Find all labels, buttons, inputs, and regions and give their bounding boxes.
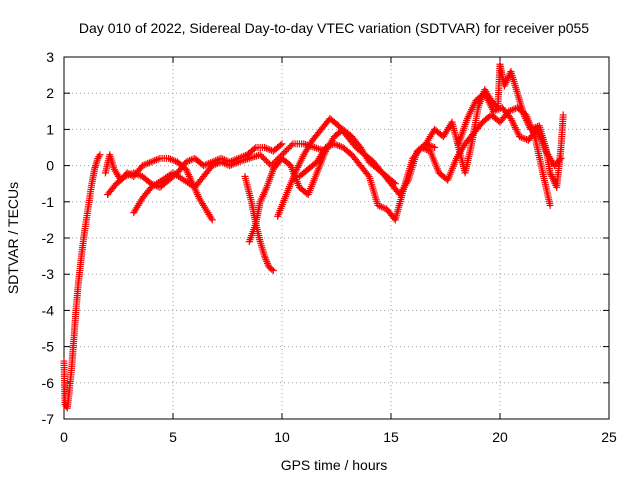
data-point-marker — [281, 148, 289, 156]
y-tick-label: 2 — [46, 85, 54, 101]
data-point-marker — [208, 216, 216, 224]
data-point-marker — [546, 201, 554, 209]
y-tick-label: -3 — [42, 266, 55, 282]
data-point-marker — [284, 145, 292, 153]
y-tick-label: -6 — [42, 375, 55, 391]
data-point-marker — [556, 156, 564, 164]
x-tick-label: 25 — [601, 429, 617, 445]
data-point-marker — [364, 171, 372, 179]
data-series — [455, 89, 565, 170]
chart-title: Day 010 of 2022, Sidereal Day-to-day VTE… — [79, 20, 589, 36]
y-tick-label: 1 — [46, 121, 54, 137]
data-point-marker — [264, 158, 272, 166]
data-point-marker — [283, 146, 291, 154]
axis-ticks — [63, 56, 610, 420]
data-point-marker — [258, 152, 266, 160]
data-point-marker — [256, 151, 264, 159]
data-point-marker — [269, 267, 277, 275]
data-point-marker — [287, 141, 295, 149]
data-point-marker — [96, 151, 104, 159]
x-tick-label: 10 — [274, 429, 290, 445]
data-point-marker — [262, 157, 270, 165]
data-point-marker — [259, 154, 267, 162]
data-point-marker — [277, 141, 285, 149]
data-point-marker — [431, 144, 439, 151]
y-axis-label: SDTVAR / TECUs — [5, 182, 21, 294]
data-point-marker — [250, 145, 258, 153]
data-series — [241, 172, 277, 275]
y-tick-label: -2 — [42, 230, 55, 246]
x-axis-label: GPS time / hours — [281, 457, 388, 473]
tick-labels: 0 5 10 15 20 25 -7 -6 -5 -4 -3 -2 -1 0 1 2 3 — [42, 49, 617, 445]
data-point-marker — [280, 149, 288, 157]
data-marks — [60, 60, 567, 412]
x-tick-label: 20 — [492, 429, 508, 445]
x-tick-label: 15 — [383, 429, 399, 445]
data-point-marker — [268, 265, 276, 273]
data-point-marker — [557, 154, 565, 162]
y-tick-label: -4 — [42, 302, 55, 318]
grid-lines — [64, 57, 609, 419]
y-tick-label: -7 — [42, 411, 55, 427]
y-tick-label: -1 — [42, 194, 55, 210]
y-tick-label: 3 — [46, 49, 54, 65]
data-point-marker — [286, 143, 294, 151]
data-point-marker — [261, 155, 269, 163]
y-tick-label: 0 — [46, 158, 54, 174]
data-point-marker — [278, 140, 286, 148]
x-tick-label: 0 — [60, 429, 68, 445]
y-tick-label: -5 — [42, 339, 55, 355]
data-series — [60, 151, 104, 412]
x-tick-label: 5 — [169, 429, 177, 445]
data-point-marker — [559, 111, 567, 119]
